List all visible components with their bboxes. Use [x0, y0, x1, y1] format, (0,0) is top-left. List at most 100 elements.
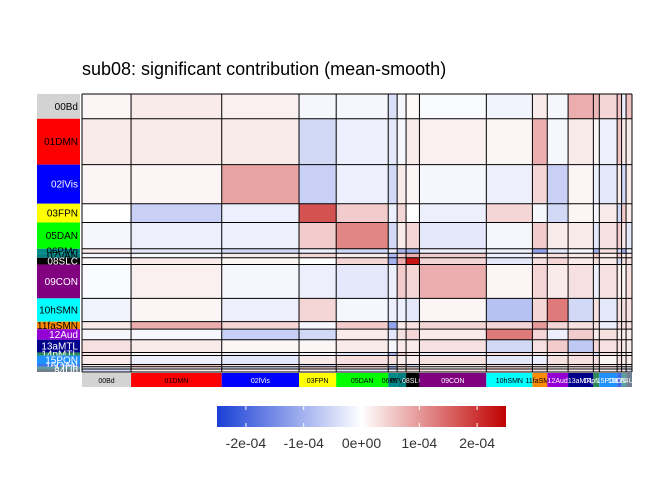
heatmap-cell: [617, 321, 622, 330]
heatmap-cell: [336, 253, 389, 258]
heatmap-cell: [131, 248, 222, 254]
heatmap-cell: [621, 329, 627, 340]
heatmap-cell: [568, 203, 594, 223]
heatmap-cell: [221, 94, 300, 119]
heatmap-cell: [82, 329, 132, 340]
heatmap-cell: [568, 298, 594, 322]
heatmap-cell: [621, 253, 627, 258]
heatmap-cell: [626, 339, 632, 353]
heatmap-cell: [388, 368, 398, 372]
heatmap-cell: [406, 94, 420, 119]
column-label: 02lVis: [251, 378, 270, 385]
heatmap-cell: [486, 253, 533, 258]
legend-tick-label: 1e-04: [401, 435, 437, 451]
heatmap-cell: [397, 366, 407, 369]
column-label-swatch: [486, 373, 533, 387]
heatmap-cell: [486, 352, 533, 356]
heatmap-cell: [621, 222, 627, 249]
heatmap-cell: [532, 352, 548, 356]
heatmap-cell: [406, 364, 420, 367]
heatmap-cell: [547, 321, 569, 330]
heatmap-cell: [486, 321, 533, 330]
heatmap-cell: [568, 248, 594, 254]
row-label: 11faSMN: [37, 321, 78, 332]
heatmap-cell: [406, 222, 420, 249]
heatmap-cell: [617, 355, 622, 365]
heatmap-cell: [486, 222, 533, 249]
heatmap-cell: [419, 364, 487, 367]
heatmap-cell: [397, 364, 407, 367]
heatmap-cell: [419, 253, 487, 258]
heatmap-cell: [336, 298, 389, 322]
heatmap-cell: [299, 298, 337, 322]
heatmap-cell: [388, 248, 398, 254]
heatmap-cell: [406, 355, 420, 365]
heatmap-cell: [547, 94, 569, 119]
heatmap-cell: [599, 248, 618, 254]
row-label-swatch: [37, 321, 80, 330]
column-label: 10hSMN: [496, 378, 523, 385]
heatmap-cell: [419, 368, 487, 372]
heatmap-cell: [419, 264, 487, 299]
heatmap-cell: [336, 339, 389, 353]
heatmap-cell: [626, 222, 632, 249]
heatmap-cell: [419, 329, 487, 340]
heatmap-cell: [406, 298, 420, 322]
heatmap-cell: [617, 368, 622, 372]
heatmap-cell: [626, 364, 632, 367]
column-label-swatch: [599, 373, 618, 387]
heatmap-cell: [131, 118, 222, 165]
heatmap-cell: [388, 94, 398, 119]
heatmap-cell: [617, 352, 622, 356]
heatmap-cell: [131, 164, 222, 204]
row-label: 08SLC: [47, 257, 78, 268]
heatmap-cell: [617, 329, 622, 340]
heatmap-cell: [388, 253, 398, 258]
heatmap-cell: [599, 366, 618, 369]
heatmap-cell: [131, 366, 222, 369]
heatmap-cell: [568, 352, 594, 356]
heatmap-cell: [626, 257, 632, 265]
heatmap-cell: [568, 94, 594, 119]
column-label-swatch: [568, 373, 594, 387]
row-label: 02lVis: [51, 180, 78, 191]
heatmap-cell: [486, 339, 533, 353]
heatmap-cell: [532, 321, 548, 330]
heatmap-cell: [299, 264, 337, 299]
heatmap-cell: [593, 164, 600, 204]
heatmap-cell: [486, 329, 533, 340]
heatmap-cell: [626, 203, 632, 223]
heatmap-cell: [568, 257, 594, 265]
heatmap-cell: [388, 339, 398, 353]
heatmap-cell: [593, 257, 600, 265]
heatmap-cell: [486, 366, 533, 369]
heatmap-cell: [486, 248, 533, 254]
row-label: 16OAN: [45, 361, 78, 372]
heatmap-cells: [82, 94, 632, 372]
column-label-swatch: [82, 373, 132, 387]
heatmap-cell: [419, 339, 487, 353]
heatmap-cell: [486, 203, 533, 223]
column-labels: 00Bd 01DMN 02lVis 03FPN 05DAN 06PMo07VAN08SLC…: [82, 373, 638, 387]
heatmap-cell: [299, 257, 337, 265]
heatmap-cell: [131, 222, 222, 249]
heatmap-cell: [593, 264, 600, 299]
row-label: 07VAN: [47, 251, 78, 262]
chart-title: sub08: significant contribution (mean-sm…: [82, 59, 446, 79]
row-label-swatch: [37, 94, 80, 119]
heatmap-cell: [397, 298, 407, 322]
column-label-swatch: [617, 373, 622, 387]
heatmap-cell: [299, 364, 337, 367]
heatmap-cell: [621, 264, 627, 299]
row-label: 17Cb: [54, 363, 78, 374]
legend-tick-label: 0e+00: [342, 435, 382, 451]
heatmap-cell: [486, 364, 533, 367]
heatmap-cell: [131, 203, 222, 223]
heatmap-cell: [397, 118, 407, 165]
heatmap-cell: [397, 352, 407, 356]
heatmap-cell: [82, 352, 132, 356]
heatmap-cell: [131, 298, 222, 322]
heatmap-cell: [599, 253, 618, 258]
row-label-swatch: [37, 339, 80, 353]
row-label: 00Bd: [55, 102, 78, 113]
